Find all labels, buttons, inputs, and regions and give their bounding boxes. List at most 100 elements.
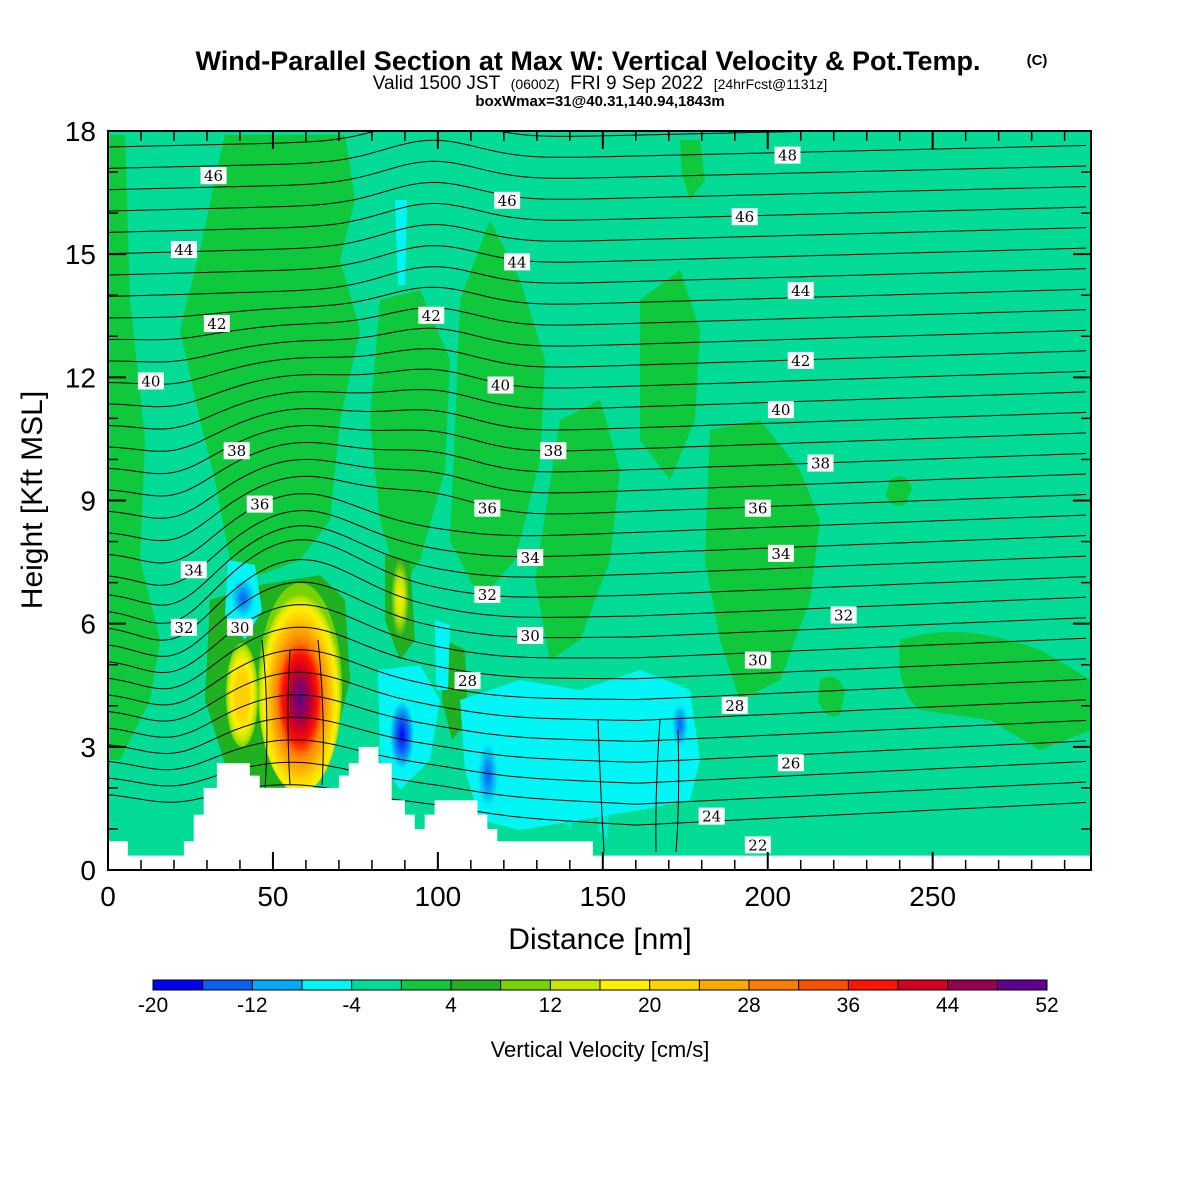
- contour-label-text: 36: [250, 496, 269, 514]
- colorbar-swatch: [401, 980, 452, 990]
- colorbar-swatch: [451, 980, 502, 990]
- contour-label-text: 38: [544, 442, 563, 460]
- theta-contour-line: [108, 327, 1087, 363]
- theta-contour-line: [108, 266, 1087, 297]
- contour-label-text: 46: [204, 167, 223, 185]
- y-tick-label: 3: [80, 732, 96, 763]
- theta-contour-label: 30: [517, 626, 544, 645]
- updraft-core-secondary: [226, 643, 258, 747]
- theta-contour-line: [108, 784, 1087, 826]
- weak-downdraft-region: [435, 620, 450, 690]
- contour-label-text: 36: [478, 500, 497, 518]
- colorbar-tick-label: 36: [837, 994, 860, 1017]
- theta-contour-line: [108, 203, 1087, 233]
- y-tick-label: 6: [80, 609, 96, 640]
- theta-contour-line: [108, 286, 1087, 319]
- contour-label-text: 32: [174, 619, 193, 637]
- chart-subtitle: Valid 1500 JST (0600Z) FRI 9 Sep 2022 [2…: [373, 73, 828, 94]
- contour-label-box: [698, 807, 725, 825]
- colorbar-tick-label: -4: [342, 994, 361, 1017]
- contour-label-box: [767, 544, 794, 562]
- contour-label-box: [830, 606, 857, 624]
- contour-label-text: 46: [498, 192, 517, 210]
- contour-label-box: [203, 314, 230, 332]
- y-tick-label: 12: [65, 362, 96, 393]
- contour-label-text: 30: [230, 619, 249, 637]
- downdraft-streak: [560, 700, 575, 830]
- colorbar-swatch: [649, 980, 700, 990]
- theta-contour-label: 32: [830, 606, 857, 624]
- updraft-core-tertiary: [391, 558, 409, 638]
- weak-updraft-region: [818, 676, 845, 716]
- theta-contour-line: [108, 539, 1087, 624]
- contour-label-text: 30: [521, 627, 540, 645]
- contour-label-box: [774, 146, 801, 164]
- colorbar-swatch: [302, 980, 353, 990]
- x-tick-label: 250: [909, 881, 956, 912]
- updraft-contours: [261, 639, 680, 853]
- terrain: [108, 746, 1091, 870]
- colorbar-swatch: [848, 980, 899, 990]
- contour-label-text: 28: [725, 697, 744, 715]
- contour-label-text: 46: [735, 208, 754, 226]
- y-tick-label: 9: [80, 486, 96, 517]
- downdraft-core-east: [672, 703, 688, 747]
- theta-contour-label: 32: [474, 585, 501, 604]
- theta-contour-line: [108, 510, 1087, 586]
- copyright-mark: (C): [1027, 52, 1048, 69]
- contour-label-text: 42: [422, 307, 441, 325]
- contour-label-text: 32: [478, 586, 497, 604]
- y-axis-title: Height [Kft MSL]: [16, 391, 49, 609]
- theta-contour-line: [108, 475, 1087, 542]
- theta-contour-label: 28: [454, 672, 481, 690]
- updraft-core-main: [258, 583, 342, 793]
- x-tick-label: 200: [744, 881, 791, 912]
- x-tick-label: 150: [579, 881, 626, 912]
- colorbar: -20 -12 -4 4 12 20 28 36 44 52: [138, 979, 1059, 1017]
- theta-contour-label: 46: [494, 191, 521, 210]
- theta-contour-label: 36: [246, 495, 273, 514]
- box-wmax-info: boxWmax=31@40.31,140.94,1843m: [475, 93, 724, 110]
- theta-contour-line: [108, 224, 1087, 255]
- contour-label-box: [170, 241, 197, 259]
- theta-contour-line: [108, 181, 1087, 212]
- colorbar-swatch: [898, 980, 949, 990]
- colorbar-swatch: [202, 980, 253, 990]
- theta-contour-label: 32: [170, 618, 197, 637]
- theta-contour-line: [108, 245, 1087, 276]
- contour-label-box: [494, 191, 521, 209]
- theta-contour-line: [108, 525, 1087, 606]
- updraft-contour-line: [261, 639, 268, 791]
- theta-contour-label: 44: [504, 253, 531, 271]
- updraft-contour-line: [675, 729, 680, 853]
- colorbar-swatch: [947, 980, 998, 990]
- contour-label-box: [223, 442, 250, 460]
- theta-contour-label: 38: [540, 442, 567, 460]
- theta-contour-label: 34: [180, 561, 207, 579]
- theta-contour-line: [108, 388, 1087, 430]
- colorbar-tick-label: 44: [936, 994, 960, 1017]
- theta-contour-label: 30: [744, 651, 771, 670]
- colorbar-swatch: [600, 980, 651, 990]
- contour-label-box: [200, 167, 227, 185]
- downdraft-core-main: [390, 701, 414, 769]
- contour-label-text: 32: [834, 606, 853, 624]
- colorbar-tick-label: 20: [638, 994, 661, 1017]
- contour-label-box: [487, 376, 514, 394]
- theta-contour-label: 26: [777, 754, 804, 772]
- colorbar-swatch: [500, 980, 551, 990]
- contour-label-box: [767, 401, 794, 419]
- theta-contour-line: [108, 348, 1087, 385]
- contour-label-box: [744, 651, 771, 669]
- colorbar-swatch: [798, 980, 849, 990]
- contour-label-box: [137, 372, 164, 390]
- colorbar-swatch: [749, 980, 800, 990]
- theta-contour-line: [108, 739, 1087, 784]
- theta-contour-label: 42: [418, 306, 445, 325]
- colorbar-swatch: [351, 980, 402, 990]
- theta-contour-line: [108, 458, 1087, 519]
- contour-label-text: 44: [174, 241, 193, 259]
- contour-label-text: 24: [702, 808, 721, 826]
